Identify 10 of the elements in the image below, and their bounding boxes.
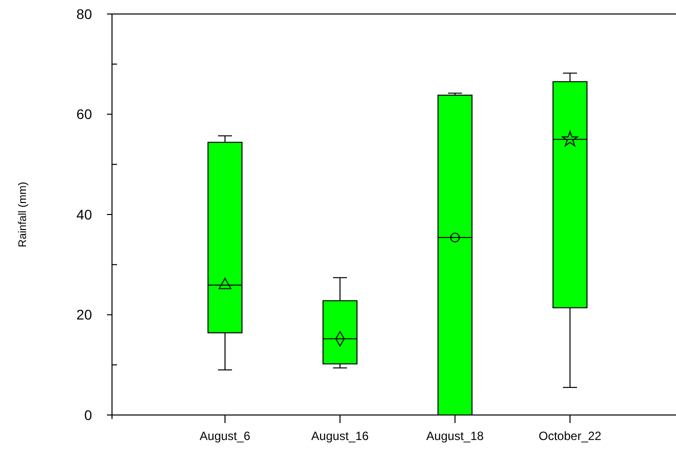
y-tick-label: 80 [76,6,92,22]
y-tick-label: 60 [76,106,92,122]
x-tick-label: October_22 [538,429,602,443]
y-tick-label: 40 [76,206,92,222]
y-axis-title: Rainfall (mm) [17,182,29,248]
x-tick-label: August_16 [311,429,370,443]
y-tick-label: 0 [84,406,92,423]
y-tick-label: 20 [76,306,92,323]
x-tick-label: August_6 [200,429,251,443]
x-tick-label: August_18 [426,429,484,443]
